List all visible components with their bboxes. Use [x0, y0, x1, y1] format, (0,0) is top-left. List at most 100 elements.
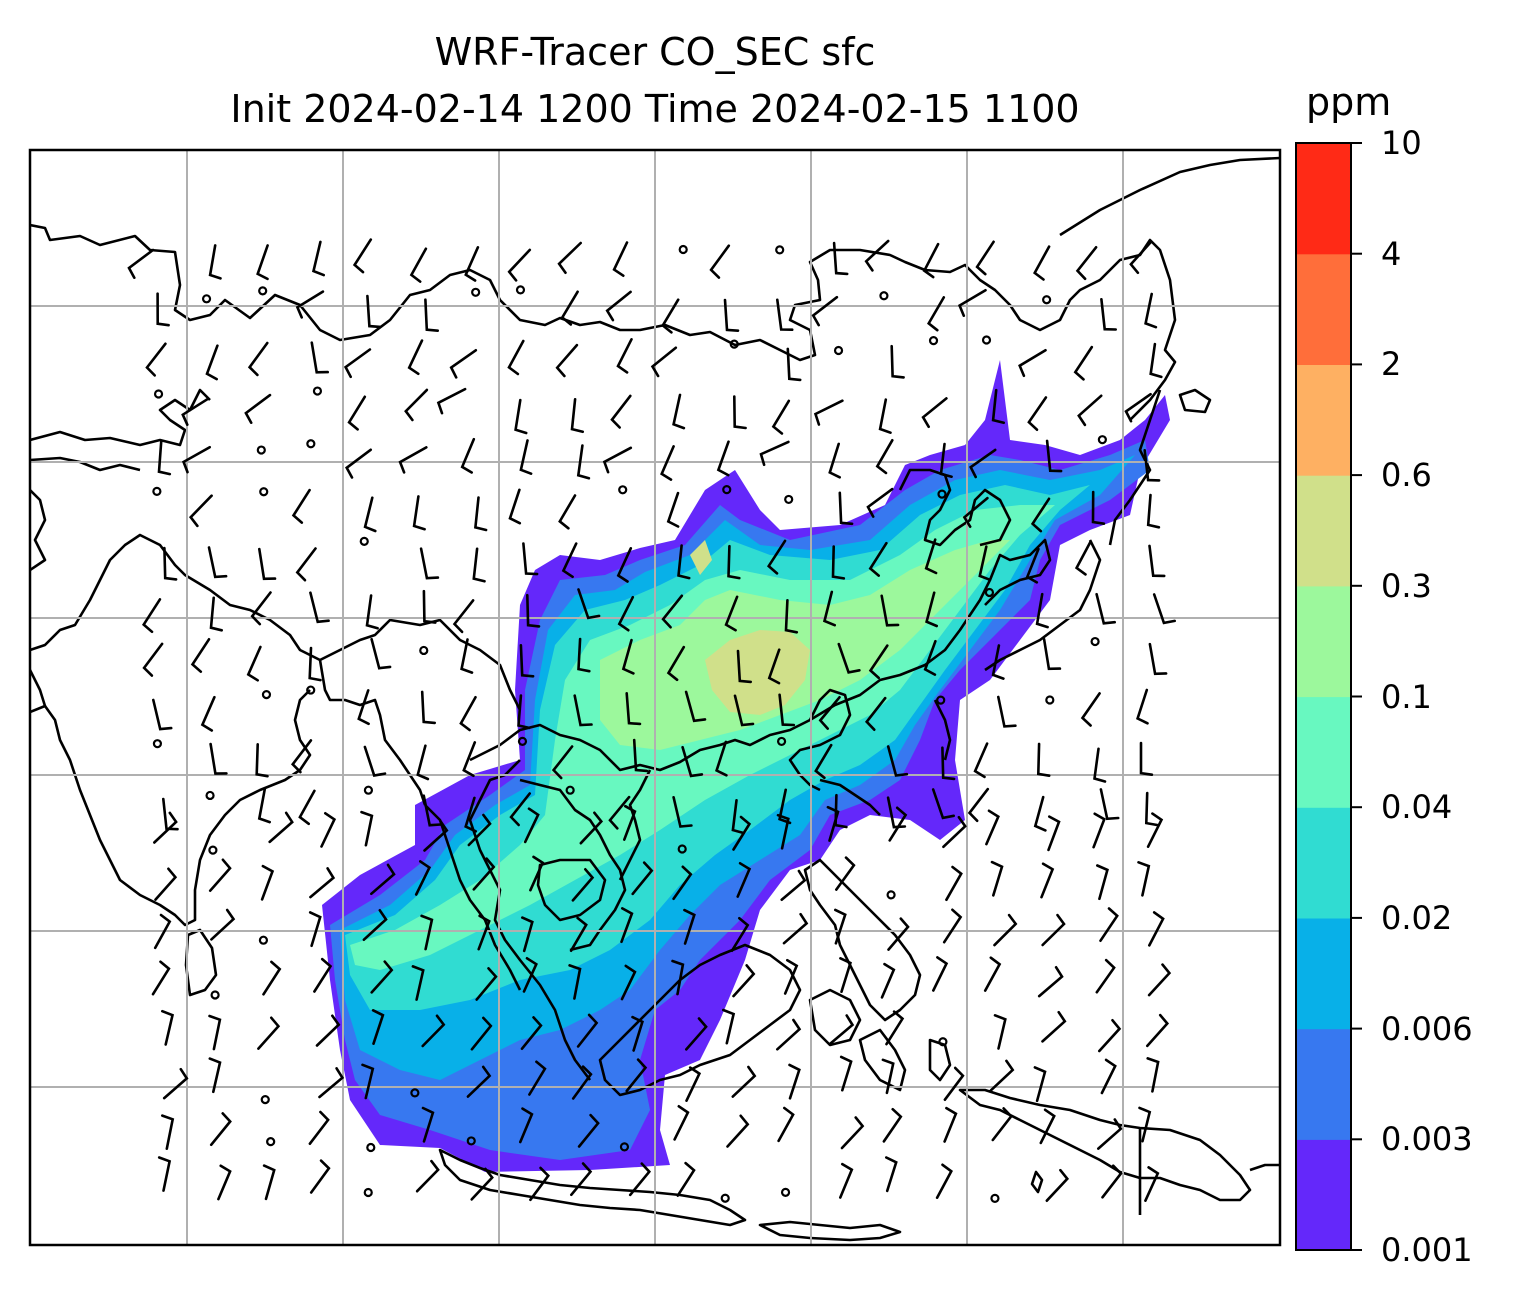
wind-barb — [832, 241, 849, 276]
wind-barb — [617, 595, 635, 632]
wind-barb — [424, 298, 439, 332]
wind-barb — [366, 294, 382, 329]
wind-barb — [152, 698, 173, 731]
wind-barb — [570, 1162, 593, 1197]
wind-barb — [683, 908, 696, 945]
wind-barb — [1091, 490, 1106, 525]
wind-barb — [840, 1116, 865, 1150]
wind-barb — [422, 589, 437, 624]
wind-barb — [1075, 246, 1098, 281]
wind-barb — [1137, 861, 1151, 897]
wind-barb — [247, 341, 269, 377]
wind-barb — [507, 248, 532, 282]
calm-circle — [466, 1136, 476, 1146]
wind-barb — [826, 805, 840, 842]
wind-barb — [962, 496, 989, 528]
wind-barb — [291, 488, 311, 524]
wind-barb — [521, 916, 534, 953]
wind-barb — [470, 1016, 493, 1051]
calm-circle — [152, 739, 163, 749]
wind-barb — [290, 739, 313, 774]
wind-barb — [771, 399, 791, 435]
wind-barb — [864, 696, 887, 731]
wind-barb — [529, 1166, 551, 1202]
wind-barb — [782, 912, 809, 945]
wind-barb — [365, 594, 379, 630]
calm-circle — [261, 689, 272, 700]
wind-barb — [880, 962, 896, 999]
calm-circle — [984, 587, 995, 598]
wind-barb — [835, 856, 856, 891]
wind-barb — [978, 545, 992, 582]
wind-barb — [162, 1067, 189, 1100]
wind-barb — [163, 546, 178, 581]
calm-circle — [938, 1037, 948, 1047]
colorbar-ticks — [1351, 142, 1362, 1251]
calm-circle — [366, 1142, 376, 1153]
wind-barb — [577, 588, 601, 620]
wind-barb — [411, 965, 425, 1001]
wind-barb — [924, 538, 938, 575]
wind-barb — [370, 960, 394, 994]
wind-barb — [866, 487, 894, 518]
wind-barb — [145, 342, 167, 377]
wind-barb — [409, 247, 428, 283]
wind-barb — [650, 346, 678, 378]
plume-level-7b — [690, 540, 712, 575]
calm-circle — [1045, 695, 1055, 705]
wind-barb — [1037, 966, 1064, 998]
wind-barb — [217, 1164, 232, 1201]
wind-barb — [1095, 592, 1116, 625]
wind-barb — [1030, 497, 1051, 533]
calm-circle — [152, 486, 162, 496]
wind-barb — [726, 1114, 750, 1148]
wind-barb — [1136, 688, 1149, 725]
wind-barb — [1096, 864, 1109, 901]
wind-barb — [660, 445, 675, 481]
colorbar-tick-label: 0.1 — [1381, 677, 1432, 716]
wind-barbs — [127, 238, 1176, 1203]
calm-circle — [619, 1142, 630, 1152]
wind-barb — [142, 642, 164, 677]
wind-barb — [207, 546, 228, 579]
wind-barb — [632, 738, 649, 773]
wind-barb — [398, 446, 428, 474]
wind-barb — [357, 689, 370, 726]
wind-barb — [985, 809, 1000, 846]
wind-barb — [685, 1066, 702, 1102]
calm-circle — [515, 285, 526, 295]
wind-barb — [943, 1106, 958, 1143]
wind-barb — [244, 393, 272, 424]
wind-barb — [1149, 342, 1163, 379]
wind-barb — [957, 289, 987, 317]
wind-barb — [890, 344, 905, 379]
wind-barb — [834, 908, 847, 945]
wind-barb — [677, 544, 691, 580]
wind-barb — [343, 348, 372, 379]
wind-barb — [838, 491, 854, 526]
wind-barb — [154, 867, 178, 901]
wind-barb — [1045, 439, 1063, 473]
colorbar-block — [1296, 807, 1351, 919]
wind-barb — [568, 964, 582, 1000]
wind-barb — [991, 1107, 1013, 1142]
wind-barb — [517, 694, 531, 730]
wind-barb — [577, 1113, 600, 1148]
wind-barb — [459, 695, 477, 732]
wind-barb — [460, 638, 474, 674]
calm-circle — [410, 1088, 420, 1098]
wind-barb — [436, 387, 467, 415]
wind-barb — [528, 1060, 547, 1096]
wind-barb — [941, 746, 956, 781]
wind-barb — [839, 1162, 854, 1199]
wind-barb — [551, 745, 574, 780]
wind-barb — [715, 740, 728, 777]
colorbar-block — [1296, 696, 1351, 808]
wind-barb — [416, 744, 430, 781]
calm-circle — [937, 489, 947, 499]
wind-barb — [260, 864, 275, 901]
wind-barb — [666, 491, 680, 528]
wind-barb — [246, 645, 262, 682]
